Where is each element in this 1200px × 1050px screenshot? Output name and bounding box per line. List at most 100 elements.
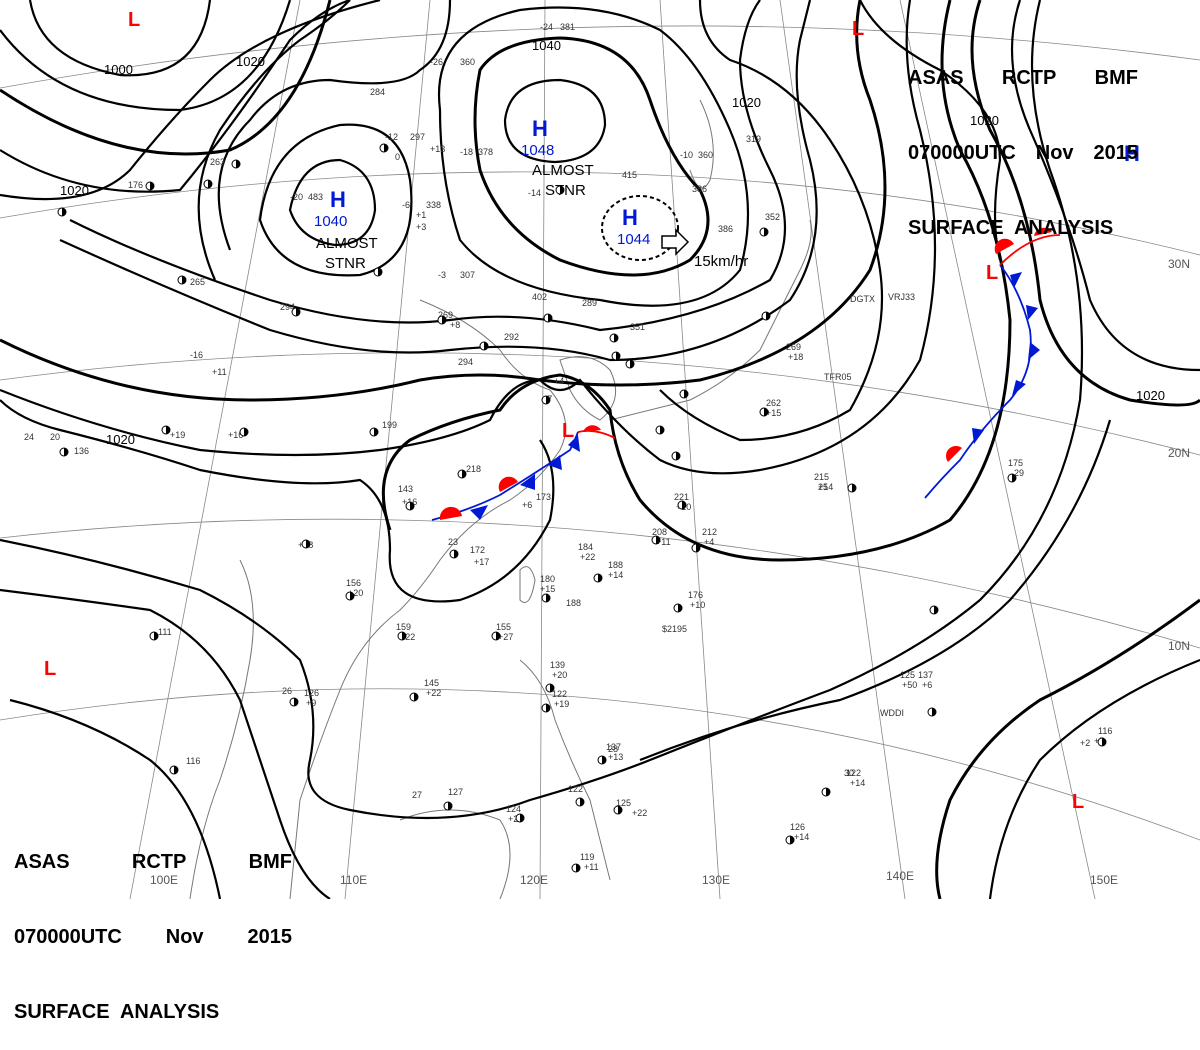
station-value: +22 bbox=[580, 552, 595, 562]
coastline-philippines bbox=[519, 659, 611, 881]
station-value: 139 bbox=[550, 660, 565, 670]
cloud-cover-icon bbox=[520, 814, 524, 822]
title-ident: BMF bbox=[248, 851, 292, 873]
cloud-cover-icon bbox=[676, 452, 680, 460]
station-value: 386 bbox=[692, 184, 707, 194]
longitude-line-140e bbox=[779, 0, 906, 899]
station-value: +11 bbox=[584, 862, 599, 872]
cloud-cover-icon bbox=[826, 788, 830, 796]
station-value: 27 bbox=[412, 790, 422, 800]
isobar-1020-central bbox=[0, 0, 887, 402]
station-value: 212 bbox=[702, 527, 717, 537]
isobar bbox=[0, 0, 1084, 820]
isobar-label: 1020 bbox=[106, 432, 135, 447]
cloud-cover-icon bbox=[244, 428, 248, 436]
cloud-cover-icon bbox=[766, 312, 770, 320]
almost-stnr-label-east-2: STNR bbox=[545, 182, 586, 199]
warm-front-semicircle bbox=[498, 476, 518, 492]
isobar bbox=[1010, 0, 1200, 372]
isobar-center-1040-west bbox=[288, 158, 377, 247]
cold-front-triangle bbox=[520, 474, 535, 490]
station-value: 30 bbox=[844, 768, 854, 778]
cloud-cover-icon bbox=[236, 160, 240, 168]
station-value: 116 bbox=[1098, 726, 1112, 736]
cold-front-triangle bbox=[1026, 305, 1038, 320]
longitude-line-150e bbox=[899, 0, 1096, 899]
station-labels: DGTX VRJ33 TFR05 WDDI $2195 bbox=[662, 292, 915, 718]
title-time: 070000UTC bbox=[908, 142, 1016, 164]
high-center-value-h1: 1048 bbox=[521, 142, 554, 159]
isobar bbox=[0, 0, 937, 475]
station-value: +22 bbox=[400, 632, 415, 642]
cloud-cover-icon bbox=[598, 574, 602, 582]
latitude-label: 20N bbox=[1168, 446, 1190, 460]
almost-stnr-label-west-2: STNR bbox=[325, 255, 366, 272]
station-value: 188 bbox=[566, 598, 581, 608]
station-value: 262 bbox=[766, 398, 781, 408]
chart-title-bottom-left: ASAS RCTP BMF 070000UTC Nov 2015 SURFACE ANA… bbox=[14, 800, 292, 1050]
cloud-cover-icon bbox=[374, 428, 378, 436]
longitude-label: 120E bbox=[520, 873, 548, 887]
station-id: VRJ33 bbox=[888, 292, 915, 302]
longitude-label: 100E bbox=[150, 873, 178, 887]
station-value: -24 bbox=[540, 22, 553, 32]
title-ident: ASAS bbox=[14, 851, 70, 873]
station-value: -26 bbox=[430, 57, 443, 67]
isobar-label: 1020 bbox=[60, 183, 89, 198]
pressure-centers: H 1048 H 1040 H 1044 H L L L L L L bbox=[44, 9, 1140, 813]
cloud-cover-icon bbox=[166, 426, 170, 434]
station-value: 156 bbox=[346, 578, 361, 588]
cold-front-triangle bbox=[972, 428, 984, 444]
station-value: +14 bbox=[850, 778, 865, 788]
cloud-cover-icon bbox=[550, 684, 554, 692]
cloud-cover-icon bbox=[174, 766, 178, 774]
station-value: 319 bbox=[746, 134, 761, 144]
station-value: 292 bbox=[504, 332, 519, 342]
station-value: -12 bbox=[385, 132, 398, 142]
almost-stnr-label-east-1: ALMOST bbox=[532, 162, 594, 179]
station-value: 218 bbox=[466, 464, 481, 474]
title-month: Nov bbox=[165, 926, 204, 948]
cold-front-triangle bbox=[1010, 272, 1022, 288]
station-value: -3 bbox=[438, 270, 446, 280]
title-month: Nov bbox=[1035, 142, 1074, 164]
station-value: 119 bbox=[580, 852, 594, 862]
cloud-cover-icon bbox=[294, 698, 298, 706]
isobar-label: 1020 bbox=[236, 54, 265, 69]
longitude-label: 150E bbox=[1090, 873, 1118, 887]
isobar-east-trough bbox=[935, 598, 1200, 899]
isobar-center-1048 bbox=[503, 78, 607, 164]
cloud-cover-icon bbox=[630, 360, 634, 368]
coastline-borneo bbox=[399, 809, 511, 899]
isobar bbox=[859, 0, 1002, 261]
title-ident: RCTP bbox=[131, 851, 187, 873]
station-value: 284 bbox=[370, 87, 385, 97]
station-value: +16 bbox=[228, 430, 243, 440]
longitude-label: 130E bbox=[702, 873, 730, 887]
cold-front-triangle bbox=[548, 455, 562, 470]
high-center-h1: H bbox=[532, 116, 548, 141]
cold-front-triangle bbox=[568, 435, 580, 452]
cloud-cover-icon bbox=[414, 693, 418, 701]
cloud-cover-icon bbox=[560, 186, 564, 194]
station-value: -20 bbox=[290, 192, 303, 202]
cloud-cover-icon bbox=[684, 390, 688, 398]
station-value: 125 bbox=[616, 798, 631, 808]
station-value: 172 bbox=[470, 545, 485, 555]
station-value: 175 bbox=[1008, 458, 1023, 468]
station-value: +2 bbox=[1080, 738, 1090, 748]
station-value: +3 bbox=[416, 222, 426, 232]
low-center-l1: L bbox=[128, 9, 140, 31]
low-center-l4: L bbox=[562, 420, 574, 442]
isobar bbox=[0, 0, 332, 156]
station-value: +11 bbox=[212, 367, 227, 377]
isobar bbox=[0, 0, 381, 201]
station-value: 263 bbox=[210, 157, 225, 167]
isobar bbox=[9, 698, 222, 899]
station-value: 381 bbox=[560, 22, 575, 32]
cloud-cover-icon bbox=[764, 408, 768, 416]
cloud-cover-icon bbox=[546, 704, 550, 712]
station-value: +19 bbox=[170, 430, 185, 440]
isobar bbox=[69, 0, 786, 332]
station-value: 0 bbox=[395, 152, 400, 162]
